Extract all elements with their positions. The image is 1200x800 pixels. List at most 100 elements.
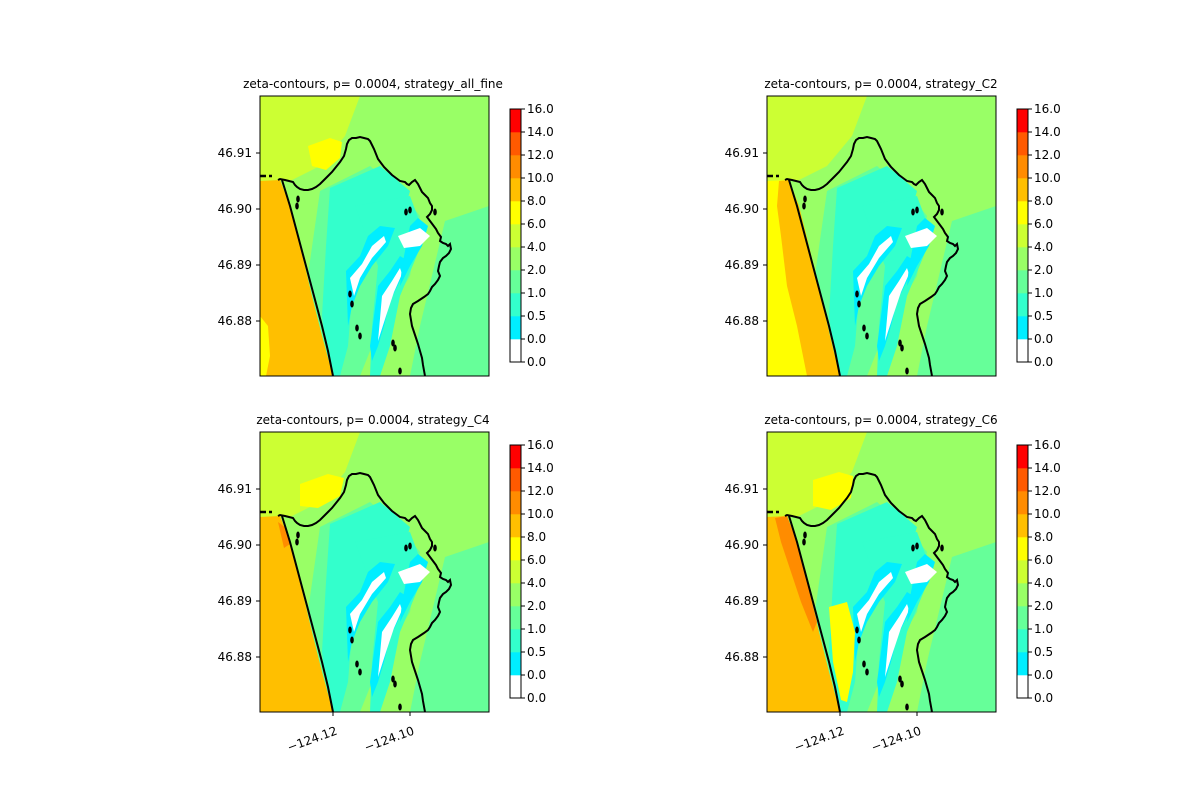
colorbar-segment (1017, 178, 1028, 202)
colorbar-label: 4.0 (1034, 240, 1053, 254)
colorbar-label: 0.5 (1034, 645, 1053, 659)
colorbar-label: 2.0 (1034, 263, 1053, 277)
colorbar-label: 2.0 (527, 599, 546, 613)
island (404, 208, 408, 216)
colorbar-label: 10.0 (527, 171, 554, 185)
coastline (788, 515, 841, 712)
colorbar-frame (509, 444, 522, 699)
colorbar-label: 12.0 (527, 148, 554, 162)
island (391, 339, 395, 347)
island (296, 531, 300, 539)
colorbar-segment (1017, 491, 1028, 515)
coastline (277, 135, 453, 376)
colorbar-label: 16.0 (1034, 102, 1061, 116)
colorbar-label: 14.0 (527, 125, 554, 139)
island (803, 531, 807, 539)
contour-band-6-8 (829, 602, 855, 702)
coastline (784, 471, 960, 712)
colorbar-label: 6.0 (1034, 217, 1053, 231)
contour-band-0 (398, 228, 430, 248)
colorbar-segment (510, 270, 521, 294)
colorbar-label: 6.0 (527, 217, 546, 231)
axes-frame (259, 431, 490, 713)
contour-band-0-0.5 (853, 226, 902, 326)
colorbar-label: 4.0 (527, 240, 546, 254)
contour-band-0-0.5 (853, 562, 902, 662)
colorbar-segment (1017, 468, 1028, 492)
island (350, 636, 354, 644)
colorbar-label: 0.5 (1034, 309, 1053, 323)
colorbar-label: 0.5 (527, 645, 546, 659)
island (862, 660, 866, 668)
colorbar-label: 1.0 (1034, 286, 1053, 300)
contour-band-10-12 (775, 516, 817, 632)
colorbar-label: 12.0 (1034, 148, 1061, 162)
colorbar-segment (1017, 514, 1028, 538)
map-area (767, 432, 996, 712)
island (355, 660, 359, 668)
colorbar-label: 0.0 (527, 668, 546, 682)
island (911, 208, 915, 216)
colorbar-segment (510, 445, 521, 469)
colorbar-segment (510, 247, 521, 271)
colorbar-label: 2.0 (527, 263, 546, 277)
colorbar-segment (510, 675, 521, 699)
contour-band-2-4 (917, 542, 996, 712)
colorbar-label: 16.0 (527, 102, 554, 116)
island (865, 668, 869, 676)
contour-band-0 (350, 236, 386, 296)
island (900, 344, 904, 352)
colorbar-label: 14.0 (527, 461, 554, 475)
colorbar-segment (1017, 132, 1028, 156)
island (408, 542, 412, 550)
y-tick-label: 46.90 (725, 202, 759, 216)
y-tick-label: 46.91 (218, 146, 252, 160)
panel-title: zeta-contours, p= 0.0004, strategy_all_f… (243, 77, 503, 91)
colorbar-segment (1017, 606, 1028, 630)
x-tick-label: −124.10 (869, 724, 923, 755)
island (911, 544, 915, 552)
contour-band-4-6 (260, 432, 360, 517)
contour-band-2-4 (917, 206, 996, 376)
panel-title: zeta-contours, p= 0.0004, strategy_C6 (764, 413, 997, 427)
colorbar-segment (510, 606, 521, 630)
contour-band-6-8 (260, 316, 270, 376)
colorbar-frame (1016, 444, 1029, 699)
contour-band-8-10 (777, 180, 840, 376)
y-tick-label: 46.88 (218, 650, 252, 664)
island (398, 703, 402, 711)
island (865, 332, 869, 340)
island (295, 538, 299, 546)
colorbar-segment (510, 201, 521, 225)
panel-title: zeta-contours, p= 0.0004, strategy_C2 (764, 77, 997, 91)
contour-band-2-4 (410, 206, 489, 376)
colorbar-label: 16.0 (527, 438, 554, 452)
colorbar-label: 10.0 (527, 507, 554, 521)
contour-band-0 (398, 564, 430, 584)
colorbar-segment (1017, 293, 1028, 317)
colorbar-label: 14.0 (1034, 125, 1061, 139)
colorbar-label: 0.5 (527, 309, 546, 323)
contour-band-0-0.5 (346, 562, 395, 662)
island (905, 367, 909, 375)
colorbar-label: 8.0 (527, 530, 546, 544)
contour-band-8-10 (260, 180, 333, 376)
colorbar-label: 4.0 (1034, 576, 1053, 590)
x-tick-label: −124.12 (792, 724, 846, 755)
colorbar-segment (1017, 339, 1028, 363)
colorbar-segment (1017, 247, 1028, 271)
colorbar-label: 1.0 (527, 622, 546, 636)
colorbar: 0.0 0.0 0.5 1.0 2.0 4.0 6.0 8.0 10.0 12.0 14.0 16.0 (1016, 438, 1061, 705)
y-tick-label: 46.90 (218, 538, 252, 552)
island (900, 680, 904, 688)
colorbar: 0.0 0.0 0.5 1.0 2.0 4.0 6.0 8.0 10.0 12.0 14.0 16.0 (1016, 102, 1061, 369)
contour-band-2-4 (410, 542, 489, 712)
colorbar-label: 0.0 (527, 332, 546, 346)
y-tick-label: 46.90 (725, 538, 759, 552)
coastline (788, 179, 841, 376)
contour-band-0-0.5 (346, 226, 395, 326)
island (855, 290, 859, 298)
axes-frame (766, 95, 997, 377)
contour-band-10-12 (278, 522, 290, 548)
contour-band-6-8 (308, 138, 342, 170)
